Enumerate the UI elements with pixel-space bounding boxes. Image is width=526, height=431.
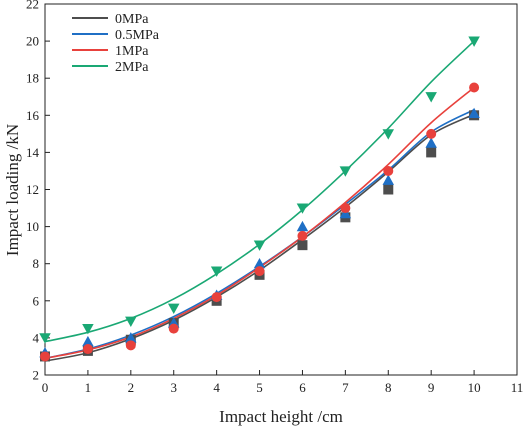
data-point-0-5mpa [82,335,94,347]
data-point-2mpa [39,333,51,344]
data-point-2mpa [125,316,137,327]
data-point-0-5mpa [425,137,437,148]
y-tick-label: 10 [26,219,39,234]
y-tick-label: 20 [26,34,39,49]
x-tick-label: 3 [170,380,177,395]
x-tick-label: 0 [42,380,49,395]
data-point-0-5mpa [296,220,309,232]
data-point-0-5mpa [125,332,137,343]
data-markers [39,36,480,362]
legend-label-0-5mpa: 0.5MPa [115,28,160,43]
x-tick-label: 9 [428,380,435,395]
data-point-0-5mpa [382,174,395,185]
x-tick-label: 1 [85,380,92,395]
data-point-1mpa [297,230,308,241]
x-tick-label: 11 [511,380,524,395]
data-point-1mpa [254,266,265,277]
legend-label-1mpa: 1MPa [115,44,149,59]
data-point-0-5mpa [253,257,266,269]
x-tick-label: 4 [213,380,220,395]
data-point-0mpa [383,184,394,195]
data-point-1mpa [168,323,179,334]
fit-curve-1mpa [44,86,475,360]
y-tick-label: 6 [33,293,40,308]
y-tick-label: 12 [26,182,39,197]
legend-label-0mpa: 0MPa [115,12,149,27]
y-tick-label: 22 [26,0,39,12]
data-point-2mpa [210,266,223,277]
fit-curves [44,40,475,362]
x-tick-label: 2 [128,380,135,395]
data-point-0-5mpa [468,107,480,119]
x-tick-label: 10 [468,380,481,395]
legend-label-2mpa: 2MPa [115,60,149,75]
y-tick-label: 8 [33,256,40,271]
data-point-1mpa [211,292,222,303]
data-point-2mpa [296,203,309,214]
data-point-2mpa [425,92,437,103]
x-tick-label: 5 [256,380,263,395]
data-point-1mpa [340,203,351,214]
y-axis-title: Impact loading /kN [3,124,22,256]
data-point-1mpa [125,340,136,351]
data-point-1mpa [40,351,50,362]
data-point-2mpa [339,166,352,177]
data-point-1mpa [82,344,93,355]
data-point-0mpa [297,240,308,251]
data-point-2mpa [253,240,266,251]
y-tick-label: 18 [26,71,39,86]
x-tick-label: 6 [299,380,306,395]
x-axis-title: Impact height /cm [219,407,343,426]
y-tick-label: 2 [33,368,40,383]
data-point-1mpa [469,82,480,93]
x-tick-label: 7 [342,380,349,395]
fit-curve-0-5mpa [44,109,475,360]
fit-curve-2mpa [44,40,475,343]
y-tick-label: 4 [33,330,40,345]
data-point-2mpa [167,303,180,314]
data-point-1mpa [383,165,394,176]
x-tick-label: 8 [385,380,392,395]
data-point-2mpa [468,36,480,47]
data-point-1mpa [426,128,437,139]
y-tick-label: 14 [26,145,40,160]
data-point-2mpa [82,324,94,335]
y-tick-label: 16 [26,108,40,123]
data-point-2mpa [382,129,395,140]
data-point-0mpa [426,147,437,158]
